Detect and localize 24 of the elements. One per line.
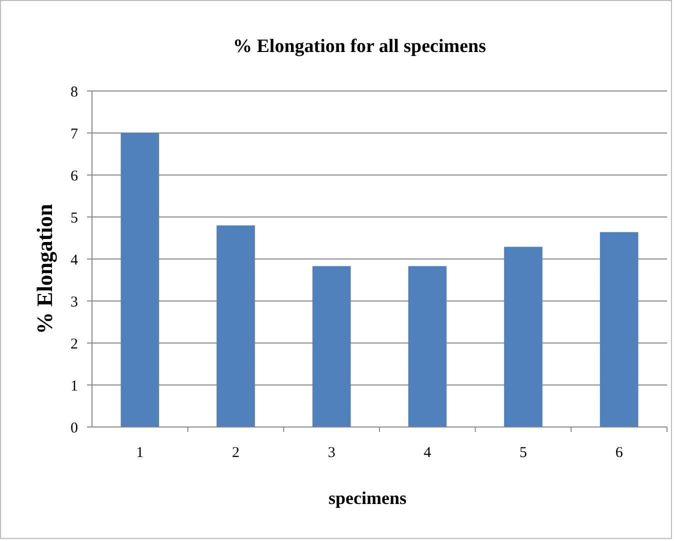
y-tick-label: 2 [70,336,78,352]
y-tick-label: 7 [70,126,78,142]
y-tick-label: 4 [70,252,78,268]
x-tick-label: 5 [520,445,527,461]
y-tick-label: 1 [70,378,78,394]
bar [408,266,447,427]
x-tick-label: 4 [424,445,432,461]
bar [216,225,255,427]
y-axis-title: % Elongation [32,204,57,334]
x-tick-label: 3 [328,445,336,461]
x-tick-label: 1 [136,445,144,461]
x-axis-title: specimens [328,488,406,508]
bar [120,133,160,427]
y-tick-label: 8 [70,84,78,100]
y-tick-label: 5 [70,210,78,226]
x-tick-label: 2 [232,445,240,461]
y-tick-label: 3 [70,294,78,310]
y-tick-label: 6 [70,168,78,184]
chart-title: % Elongation for all specimens [233,36,486,57]
x-tick-label: 6 [615,445,624,461]
bar [504,246,542,427]
bar [600,232,638,427]
y-tick-label: 0 [70,420,78,436]
bar [312,266,351,427]
